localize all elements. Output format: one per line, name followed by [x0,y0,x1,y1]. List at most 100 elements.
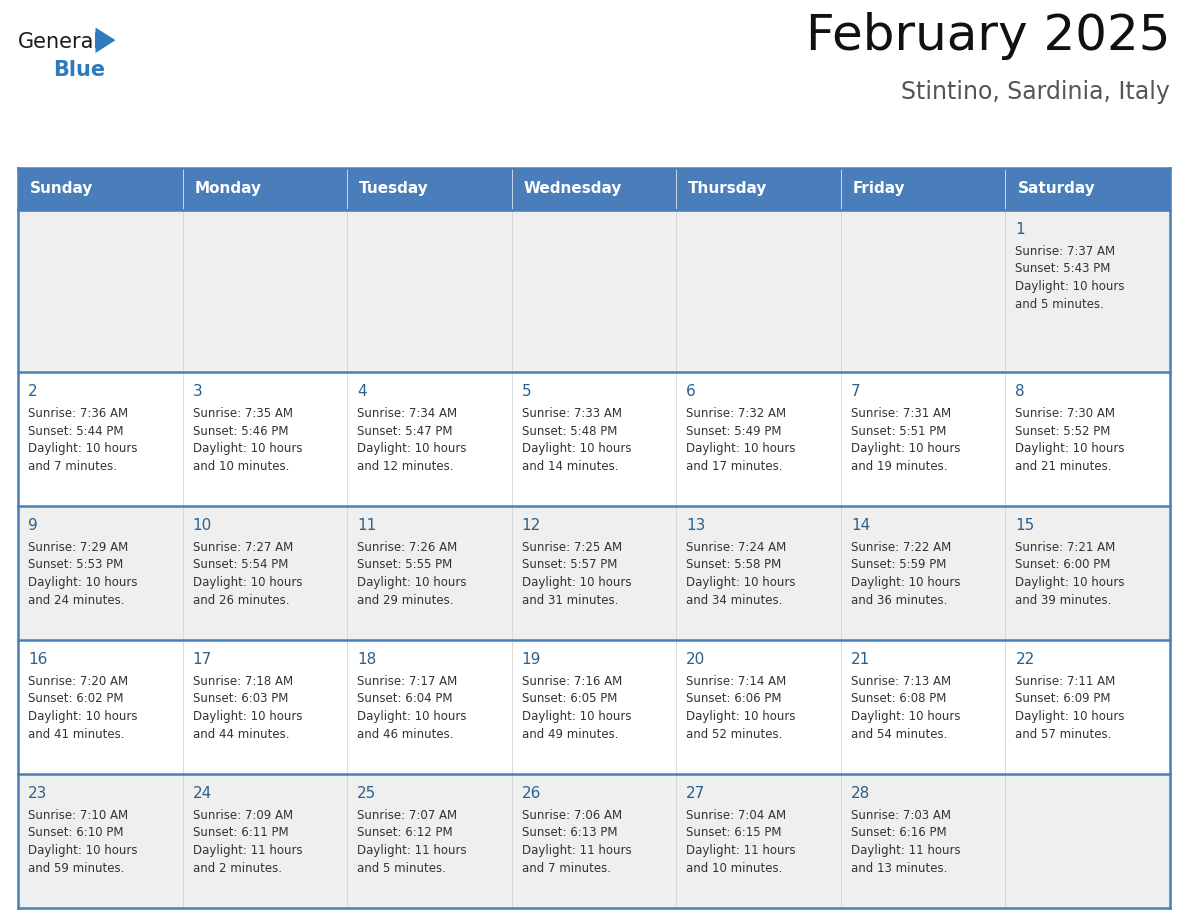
Text: 1: 1 [1016,222,1025,237]
Text: Sunset: 6:10 PM: Sunset: 6:10 PM [29,826,124,839]
Text: 6: 6 [687,384,696,399]
Text: Sunset: 5:52 PM: Sunset: 5:52 PM [1016,424,1111,438]
Text: Sunrise: 7:16 AM: Sunrise: 7:16 AM [522,675,623,688]
Text: Daylight: 11 hours: Daylight: 11 hours [358,844,467,857]
Bar [1005,774,1170,908]
Text: 11: 11 [358,518,377,533]
Text: Daylight: 10 hours: Daylight: 10 hours [1016,280,1125,293]
Text: and 21 minutes.: and 21 minutes. [1016,460,1112,473]
Text: Sunset: 5:54 PM: Sunset: 5:54 PM [192,558,287,572]
Bar [676,372,841,506]
Bar [676,168,841,210]
Text: and 17 minutes.: and 17 minutes. [687,460,783,473]
Text: Sunrise: 7:26 AM: Sunrise: 7:26 AM [358,541,457,554]
Text: Sunday: Sunday [30,182,94,196]
Text: 25: 25 [358,786,377,801]
Text: and 7 minutes.: and 7 minutes. [29,460,116,473]
Text: Sunrise: 7:20 AM: Sunrise: 7:20 AM [29,675,128,688]
Text: Daylight: 10 hours: Daylight: 10 hours [851,576,960,589]
Text: Daylight: 10 hours: Daylight: 10 hours [851,442,960,455]
Text: 28: 28 [851,786,870,801]
Text: Daylight: 10 hours: Daylight: 10 hours [192,576,302,589]
Bar [841,372,1005,506]
Text: Sunrise: 7:36 AM: Sunrise: 7:36 AM [29,407,128,420]
Bar [512,506,676,640]
Text: Sunrise: 7:09 AM: Sunrise: 7:09 AM [192,809,292,822]
Text: Sunset: 6:03 PM: Sunset: 6:03 PM [192,692,287,706]
Text: Stintino, Sardinia, Italy: Stintino, Sardinia, Italy [902,80,1170,104]
Bar [1005,210,1170,372]
Text: Sunrise: 7:29 AM: Sunrise: 7:29 AM [29,541,128,554]
Bar [841,168,1005,210]
Bar [1005,168,1170,210]
Bar [676,640,841,774]
Bar [183,168,347,210]
Text: Sunrise: 7:07 AM: Sunrise: 7:07 AM [358,809,457,822]
Text: Sunrise: 7:17 AM: Sunrise: 7:17 AM [358,675,457,688]
Text: Daylight: 10 hours: Daylight: 10 hours [192,710,302,723]
Bar [18,210,183,372]
Bar [18,774,183,908]
Text: Daylight: 10 hours: Daylight: 10 hours [1016,442,1125,455]
Text: Sunset: 5:43 PM: Sunset: 5:43 PM [1016,263,1111,275]
Text: Sunset: 5:49 PM: Sunset: 5:49 PM [687,424,782,438]
Text: Daylight: 10 hours: Daylight: 10 hours [687,576,796,589]
Bar [347,506,512,640]
Bar [1005,372,1170,506]
Text: Sunset: 5:59 PM: Sunset: 5:59 PM [851,558,946,572]
Text: Sunrise: 7:30 AM: Sunrise: 7:30 AM [1016,407,1116,420]
Text: Sunrise: 7:10 AM: Sunrise: 7:10 AM [29,809,128,822]
Text: and 14 minutes.: and 14 minutes. [522,460,618,473]
Bar [183,506,347,640]
Text: Daylight: 10 hours: Daylight: 10 hours [29,576,138,589]
Text: Daylight: 10 hours: Daylight: 10 hours [29,710,138,723]
Text: Daylight: 10 hours: Daylight: 10 hours [358,576,467,589]
Text: and 29 minutes.: and 29 minutes. [358,594,454,607]
Text: Sunrise: 7:27 AM: Sunrise: 7:27 AM [192,541,292,554]
Text: Daylight: 10 hours: Daylight: 10 hours [851,710,960,723]
Text: 3: 3 [192,384,202,399]
Text: Sunset: 6:12 PM: Sunset: 6:12 PM [358,826,453,839]
Text: Sunrise: 7:37 AM: Sunrise: 7:37 AM [1016,245,1116,258]
Text: 7: 7 [851,384,860,399]
Text: 23: 23 [29,786,48,801]
Text: Sunset: 6:11 PM: Sunset: 6:11 PM [192,826,289,839]
Text: Sunrise: 7:24 AM: Sunrise: 7:24 AM [687,541,786,554]
Text: Tuesday: Tuesday [359,182,429,196]
Text: Sunset: 5:47 PM: Sunset: 5:47 PM [358,424,453,438]
Text: Daylight: 10 hours: Daylight: 10 hours [522,442,631,455]
Text: and 12 minutes.: and 12 minutes. [358,460,454,473]
Text: Saturday: Saturday [1017,182,1095,196]
Bar [347,640,512,774]
Text: 12: 12 [522,518,541,533]
Text: and 59 minutes.: and 59 minutes. [29,861,125,875]
Text: and 19 minutes.: and 19 minutes. [851,460,947,473]
Bar [841,774,1005,908]
Bar [347,210,512,372]
Text: 4: 4 [358,384,367,399]
Text: 19: 19 [522,652,541,667]
Bar [18,168,183,210]
Text: 9: 9 [29,518,38,533]
Bar [18,372,183,506]
Text: and 10 minutes.: and 10 minutes. [687,861,783,875]
Text: Sunset: 5:51 PM: Sunset: 5:51 PM [851,424,946,438]
Text: Daylight: 10 hours: Daylight: 10 hours [522,576,631,589]
Text: and 2 minutes.: and 2 minutes. [192,861,282,875]
Text: Daylight: 10 hours: Daylight: 10 hours [522,710,631,723]
Text: Wednesday: Wednesday [524,182,623,196]
Text: Sunrise: 7:03 AM: Sunrise: 7:03 AM [851,809,950,822]
Bar [183,640,347,774]
Text: Sunset: 6:08 PM: Sunset: 6:08 PM [851,692,946,706]
Text: Sunrise: 7:34 AM: Sunrise: 7:34 AM [358,407,457,420]
Polygon shape [95,28,115,53]
Text: Sunrise: 7:21 AM: Sunrise: 7:21 AM [1016,541,1116,554]
Text: Sunrise: 7:32 AM: Sunrise: 7:32 AM [687,407,786,420]
Bar [347,168,512,210]
Text: and 49 minutes.: and 49 minutes. [522,727,618,741]
Text: and 5 minutes.: and 5 minutes. [358,861,446,875]
Bar [512,774,676,908]
Text: and 34 minutes.: and 34 minutes. [687,594,783,607]
Text: 8: 8 [1016,384,1025,399]
Bar [347,774,512,908]
